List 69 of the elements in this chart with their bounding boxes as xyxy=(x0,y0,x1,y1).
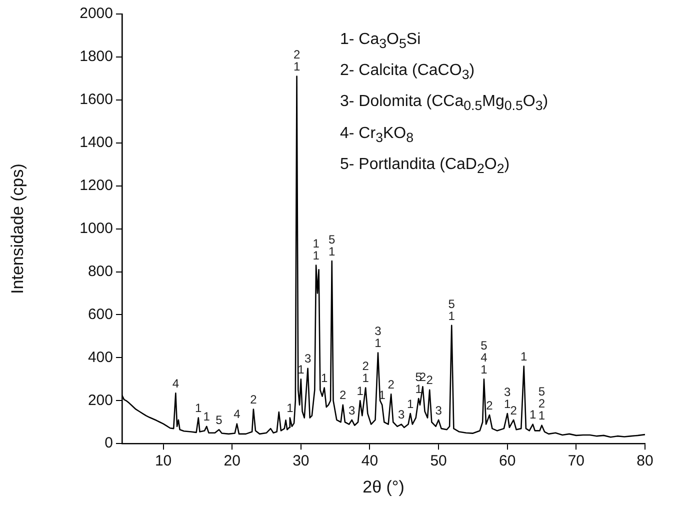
x-tick-label: 70 xyxy=(568,452,585,470)
y-axis-title: Intensidade (cps) xyxy=(8,164,27,294)
annotation: 2- Calcita (CaCO$_{3}$) xyxy=(340,61,476,84)
annotation: 3 xyxy=(304,352,312,366)
annotation: 1 xyxy=(195,401,202,416)
annotation: 1 xyxy=(480,362,488,376)
y-tick-label: 400 xyxy=(88,348,113,366)
annotation: 5 xyxy=(538,384,546,399)
annotation: 1- Ca$_{3}$O$_{5}$Si xyxy=(340,30,422,54)
annotation: 5 xyxy=(448,296,456,311)
annotation: 5 xyxy=(328,232,336,246)
annotation: 1 xyxy=(406,396,414,411)
annotation: 1 xyxy=(286,401,294,416)
annotation: 1 xyxy=(415,382,422,396)
annotation: 1 xyxy=(374,336,382,350)
annotation: 1 xyxy=(312,248,320,263)
annotation: 1 xyxy=(293,60,300,74)
annotation: 3 xyxy=(435,403,442,418)
annotation: 2 xyxy=(388,378,395,392)
x-tick-label: 30 xyxy=(292,452,310,470)
annotation: 1 xyxy=(529,408,536,422)
annotation: 5 xyxy=(480,338,488,352)
annotation: 1 xyxy=(298,362,305,376)
y-tick-label: 800 xyxy=(88,262,113,280)
annotation: 2 xyxy=(340,388,347,402)
annotation: 1 xyxy=(362,371,370,386)
y-tick-label: 0 xyxy=(104,434,113,452)
y-tick-label: 1200 xyxy=(80,176,113,194)
y-tick-label: 1800 xyxy=(80,48,113,66)
y-tick-label: 600 xyxy=(88,306,113,323)
annotation: 3- Dolomita (CCa$_{0.5}$Mg$_{0.5}$O$_{3}$) xyxy=(340,92,548,116)
annotation: 2 xyxy=(293,48,300,62)
annotation: 1 xyxy=(520,350,528,364)
annotation: 3 xyxy=(504,384,512,399)
annotation: 3 xyxy=(398,408,406,422)
x-axis-title: 2θ (°) xyxy=(362,477,404,496)
x-tick-label: 10 xyxy=(154,452,172,470)
annotation: 2 xyxy=(538,396,546,411)
annotation: 5 xyxy=(216,412,223,427)
y-tick-label: 2000 xyxy=(80,5,113,22)
annotation: 2 xyxy=(250,392,258,407)
y-tick-label: 1600 xyxy=(80,91,113,108)
annotation: 2 xyxy=(510,403,518,418)
annotation: 1 xyxy=(203,410,210,424)
annotation: 3 xyxy=(348,403,356,418)
x-tick-label: 60 xyxy=(499,452,516,470)
y-tick-label: 1400 xyxy=(80,134,113,152)
annotation: 2 xyxy=(426,373,434,388)
annotation: 1 xyxy=(504,396,512,411)
annotation: 1 xyxy=(320,371,328,386)
annotation: 1 xyxy=(448,308,456,323)
y-tick-label: 200 xyxy=(88,392,113,409)
annotation: 5- Portlandita (CaD$_{2}$O$_{2}$) xyxy=(340,154,511,178)
x-tick-label: 20 xyxy=(224,452,240,470)
annotation: 2 xyxy=(486,398,494,412)
x-tick-label: 50 xyxy=(430,452,447,470)
x-tick-label: 80 xyxy=(636,452,654,470)
annotation: 1 xyxy=(312,236,320,251)
annotation: 4- Cr$_{3}$KO$_{8}$ xyxy=(340,124,415,147)
annotation: 4 xyxy=(172,376,180,390)
annotation: 4 xyxy=(480,350,488,364)
annotation: 2 xyxy=(362,359,370,374)
annotation: 3 xyxy=(374,324,382,338)
annotation: 4 xyxy=(234,407,241,422)
x-tick-label: 40 xyxy=(361,452,378,470)
annotation: 1 xyxy=(538,408,546,423)
y-tick-label: 1000 xyxy=(80,220,113,237)
annotation: 1 xyxy=(328,244,336,258)
annotation: 1 xyxy=(356,384,364,398)
